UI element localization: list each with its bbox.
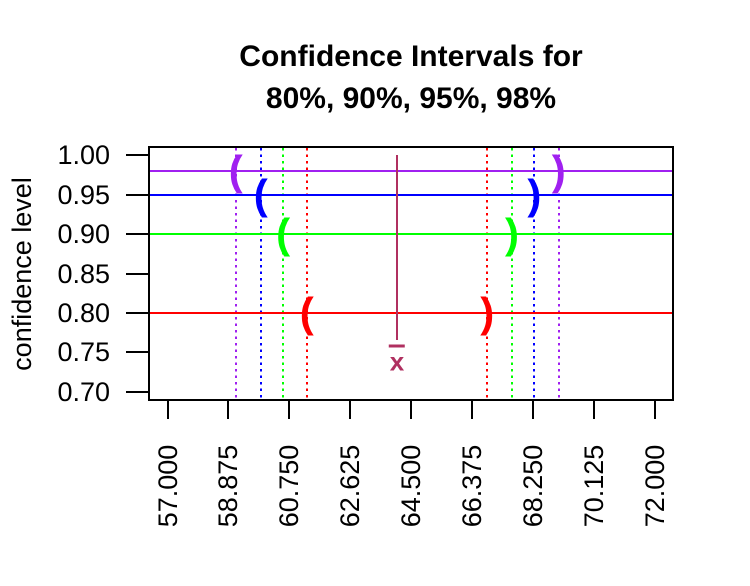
x-tick-label: 62.625 [335, 444, 366, 528]
x-tick-mark [288, 401, 291, 419]
ci-open-paren: ( [228, 147, 243, 195]
ci-open-paren: ( [276, 210, 291, 258]
y-tick-mark [126, 193, 148, 196]
ci-bound-dotted-line [282, 148, 285, 399]
y-tick-label: 1.00 [57, 140, 110, 171]
x-tick-mark [592, 401, 595, 419]
x-bar-glyph: x [388, 344, 406, 377]
ci-level-line [150, 170, 672, 173]
x-tick-mark [166, 401, 169, 419]
y-tick-label: 0.95 [57, 179, 110, 210]
x-tick-label: 64.500 [396, 444, 426, 528]
x-tick-label: 66.375 [456, 444, 487, 528]
ci-bound-dotted-line [305, 148, 308, 399]
x-tick-label: 70.125 [578, 444, 609, 528]
x-tick-mark [470, 401, 473, 419]
ci-open-paren: ( [299, 288, 314, 336]
ci-bound-dotted-line [259, 148, 262, 399]
ci-bound-dotted-line [234, 148, 237, 399]
y-tick-label: 0.75 [57, 337, 110, 368]
x-tick-mark [227, 401, 230, 419]
chart-title-line2: 80%, 90%, 95%, 98% [265, 82, 557, 115]
ci-level-line [150, 233, 672, 236]
chart-title-line1: Confidence Intervals for [239, 40, 583, 73]
x-tick-label: 68.250 [517, 444, 548, 528]
y-tick-mark [126, 272, 148, 275]
y-tick-label: 0.90 [57, 219, 110, 250]
ci-close-paren: ) [527, 170, 542, 218]
x-tick-mark [653, 401, 656, 419]
x-tick-mark [349, 401, 352, 419]
y-axis-title: confidence level [7, 177, 37, 371]
y-tick-label: 0.70 [57, 376, 110, 407]
ci-bound-dotted-line [511, 148, 513, 399]
y-tick-label: 0.80 [57, 297, 110, 328]
y-tick-mark [126, 311, 148, 314]
ci-bound-dotted-line [557, 148, 560, 399]
x-tick-label: 72.000 [639, 444, 670, 528]
y-tick-mark [126, 154, 148, 157]
sample-mean-line [396, 155, 398, 341]
x-tick-mark [531, 401, 534, 419]
x-tick-label: 60.750 [274, 444, 305, 528]
chart-title: Confidence Intervals for 80%, 90%, 95%, … [128, 36, 694, 120]
x-tick-mark [410, 401, 412, 419]
ci-close-paren: ) [480, 288, 495, 336]
y-tick-label: 0.85 [57, 258, 110, 289]
x-tick-label: 58.875 [213, 444, 244, 528]
ci-close-paren: ) [505, 210, 519, 258]
ci-open-paren: ( [253, 170, 268, 218]
y-tick-mark [126, 351, 148, 354]
ci-level-line [150, 311, 672, 314]
y-tick-mark [126, 390, 148, 393]
y-tick-mark [126, 233, 148, 236]
ci-close-paren: ) [551, 147, 566, 195]
ci-bound-dotted-line [533, 148, 536, 399]
sample-mean-label: x [388, 344, 406, 377]
ci-bound-dotted-line [486, 148, 489, 399]
plot-area-box [148, 146, 674, 401]
x-tick-label: 57.000 [152, 444, 183, 528]
ci-level-line [150, 193, 672, 196]
